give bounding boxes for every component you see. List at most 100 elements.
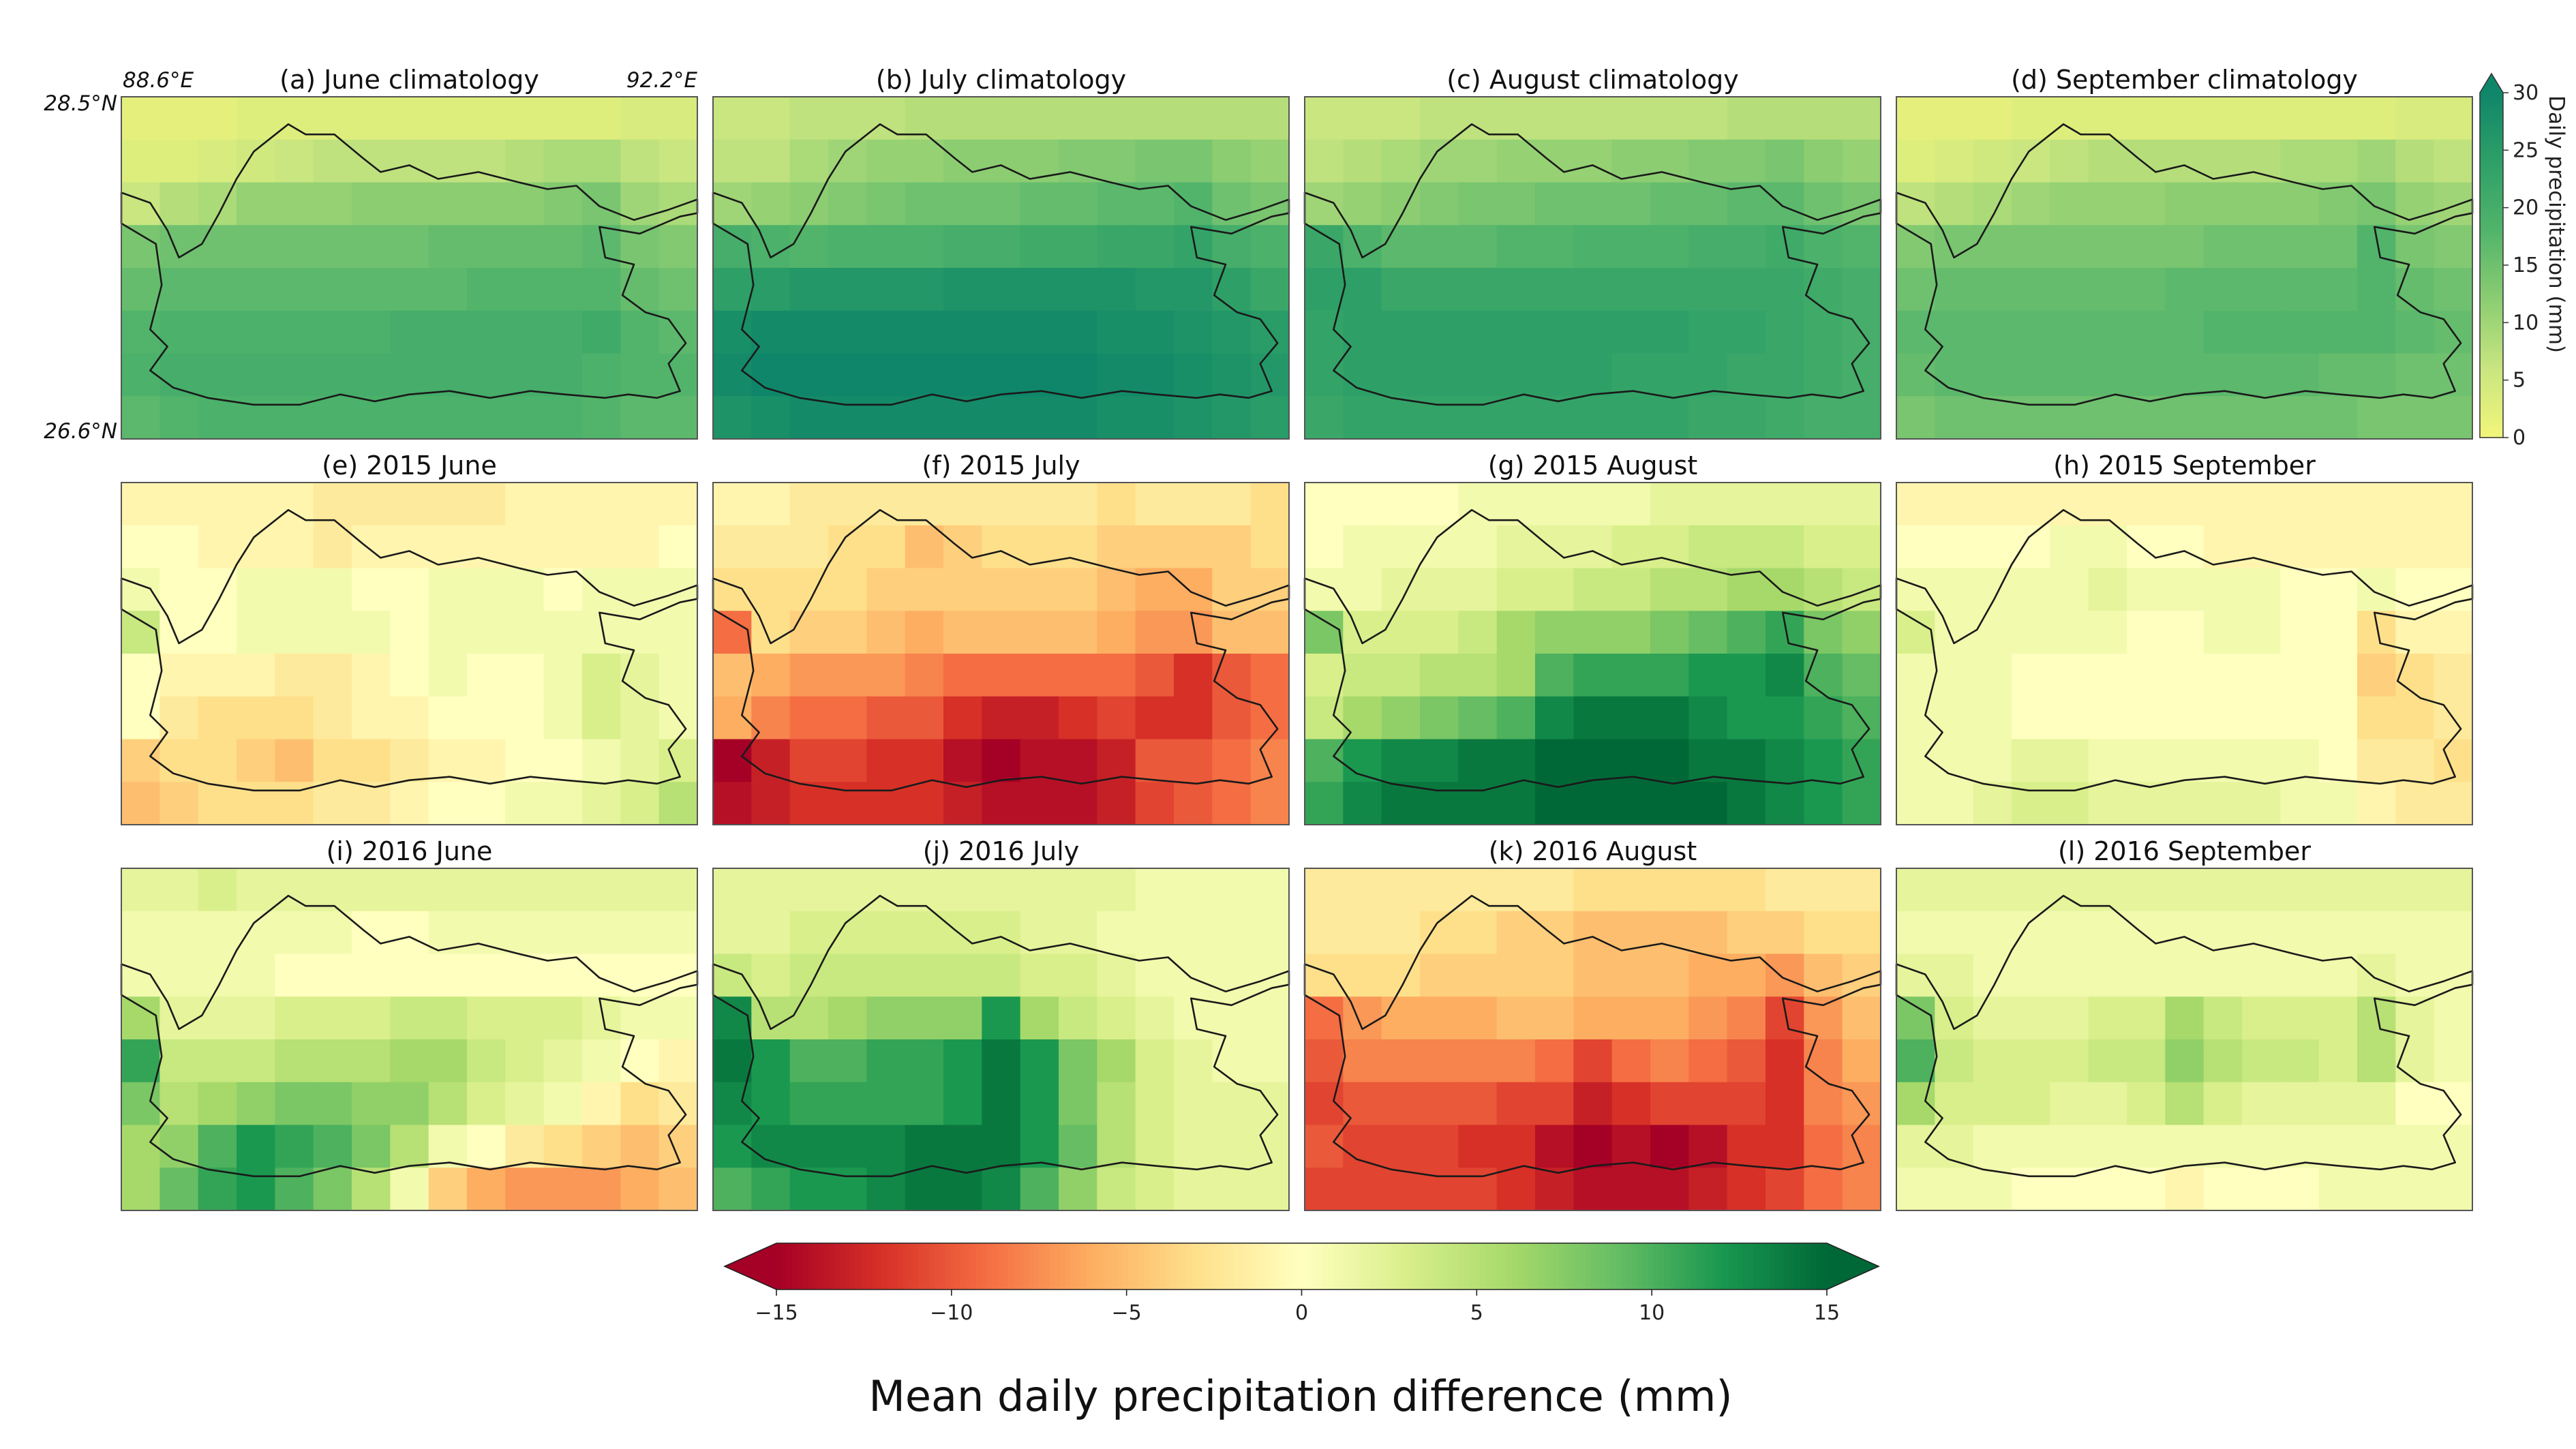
colorbar-segment <box>876 1243 882 1290</box>
heatmap-cell <box>905 396 944 440</box>
heatmap-cell <box>2165 182 2204 226</box>
heatmap-cell <box>2012 310 2050 354</box>
heatmap-cell <box>1020 782 1059 825</box>
heatmap-cell <box>237 1039 275 1083</box>
heatmap-cell <box>313 525 352 569</box>
heatmap-cell <box>1174 525 1213 569</box>
heatmap-cell <box>1496 1125 1536 1168</box>
heatmap-cell <box>789 1082 829 1126</box>
heatmap-cell <box>1496 268 1536 311</box>
heatmap-cell <box>467 310 506 354</box>
colorbar-segment <box>2480 207 2503 211</box>
colorbar-segment <box>792 1243 798 1290</box>
heatmap-cell <box>1020 654 1059 697</box>
heatmap-cell <box>866 268 906 311</box>
heatmap-cell <box>428 483 468 526</box>
colorbar-segment <box>1753 1243 1759 1290</box>
heatmap-cell <box>1212 1039 1252 1083</box>
heatmap-cell <box>2127 182 2166 226</box>
heatmap-cell <box>1804 739 1843 782</box>
heatmap-cell <box>943 396 982 440</box>
heatmap-cell <box>582 97 621 140</box>
heatmap-cell <box>1688 1039 1728 1083</box>
heatmap-cell <box>1458 996 1498 1040</box>
heatmap-cell <box>1573 483 1613 526</box>
heatmap-cell <box>2203 97 2243 140</box>
heatmap-cell <box>1935 268 1974 311</box>
heatmap-cell <box>789 611 829 654</box>
heatmap-cell <box>2280 97 2320 140</box>
heatmap-cell <box>543 1039 583 1083</box>
colorbar-segment <box>1554 1243 1560 1290</box>
colorbar-segment <box>2480 382 2503 386</box>
colorbar-segment <box>2480 420 2503 424</box>
heatmap-cell <box>2050 97 2089 140</box>
heatmap-cell <box>543 268 583 311</box>
heatmap-cell <box>1688 396 1728 440</box>
heatmap-cell <box>905 353 944 397</box>
heatmap-cell <box>1343 225 1382 269</box>
heatmap-cell <box>2088 525 2127 569</box>
heatmap-cell <box>160 268 199 311</box>
heatmap-cell <box>2127 353 2166 397</box>
heatmap-cell <box>789 97 829 140</box>
heatmap-cell <box>1420 1082 1459 1126</box>
heatmap-cell <box>1212 654 1252 697</box>
heatmap-cell <box>2242 911 2281 955</box>
heatmap-cell <box>1250 1125 1290 1168</box>
heatmap-cell <box>1305 525 1344 569</box>
colorbar-segment <box>2480 138 2503 142</box>
heatmap-cell <box>1896 739 1935 782</box>
heatmap-cell <box>1097 696 1136 740</box>
heatmap-cell <box>943 611 982 654</box>
colorbar-segment <box>2480 170 2503 174</box>
colorbar-tick-label: −5 <box>1112 1301 1142 1325</box>
colorbar-segment <box>2480 423 2503 427</box>
colorbar-segment <box>781 1243 788 1290</box>
heatmap-cell <box>1688 97 1728 140</box>
heatmap-cell <box>543 97 583 140</box>
heatmap-cell <box>2318 268 2358 311</box>
colorbar-segment <box>865 1243 872 1290</box>
heatmap-cell <box>582 525 621 569</box>
heatmap-cell <box>1343 396 1382 440</box>
colorbar-segment <box>2480 136 2503 140</box>
colorbar-segment <box>849 1243 856 1290</box>
heatmap-cell <box>1135 654 1175 697</box>
heatmap-cell <box>1020 1039 1059 1083</box>
heatmap-cell <box>1842 568 1881 611</box>
heatmap-cell <box>275 739 314 782</box>
colorbar-segment <box>2480 342 2503 346</box>
colorbar-segment <box>2480 351 2503 355</box>
heatmap-cell <box>2318 310 2358 354</box>
colorbar-segment <box>845 1243 851 1290</box>
heatmap-cell <box>1381 611 1421 654</box>
heatmap-cell <box>658 911 698 955</box>
heatmap-cell <box>2088 1082 2127 1126</box>
heatmap-cell <box>2050 268 2089 311</box>
heatmap-cell <box>751 996 791 1040</box>
colorbar-segment <box>1375 1243 1381 1290</box>
heatmap-cell <box>1343 139 1382 183</box>
heatmap-cell <box>828 139 867 183</box>
heatmap-cell <box>751 1082 791 1126</box>
heatmap-cell <box>1973 97 2012 140</box>
heatmap-cell <box>905 1125 944 1168</box>
heatmap-cell <box>2357 654 2396 697</box>
heatmap-cell <box>582 911 621 955</box>
heatmap-cell <box>1611 996 1651 1040</box>
heatmap-cell <box>467 525 506 569</box>
heatmap-cell <box>1573 654 1613 697</box>
heatmap-cell <box>789 911 829 955</box>
heatmap-cell <box>1650 654 1689 697</box>
heatmap-cell <box>1097 525 1136 569</box>
colorbar-segment <box>2480 184 2503 188</box>
heatmap-cell <box>121 568 160 611</box>
heatmap-cell <box>582 310 621 354</box>
heatmap-cell <box>1896 1082 1935 1126</box>
heatmap-cell <box>1727 268 1766 311</box>
heatmap-cell <box>1059 483 1097 526</box>
heatmap-cell <box>1343 483 1382 526</box>
heatmap-cell <box>1766 696 1804 740</box>
colorbar-segment <box>2480 199 2503 202</box>
